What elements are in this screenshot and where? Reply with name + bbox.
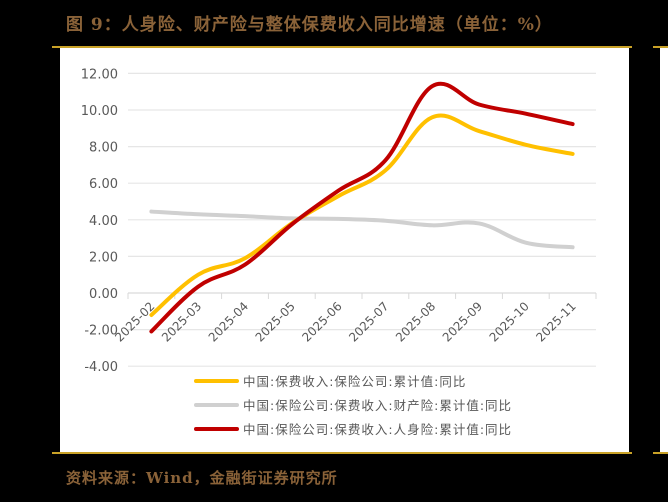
y-tick-label: 8.00 xyxy=(89,141,118,156)
y-tick-label: 10.00 xyxy=(81,104,118,119)
bottom-divider xyxy=(52,452,632,454)
top-divider-adjacent xyxy=(653,46,668,48)
series-lines xyxy=(149,81,575,334)
legend-label: 中国:保费收入:保险公司:累计值:同比 xyxy=(243,374,466,389)
y-tick-label: 2.00 xyxy=(89,250,118,265)
x-tick-label: 2025-05 xyxy=(253,299,298,344)
x-tick-label: 2025-07 xyxy=(346,299,391,344)
source-note: 资料来源：Wind，金融街证券研究所 xyxy=(66,469,338,487)
series-line xyxy=(149,113,575,317)
x-tick-label: 2025-09 xyxy=(440,299,485,344)
y-axis-labels: 12.00 10.00 8.00 6.00 4.00 2.00 0.00 -2.00 -4.00 xyxy=(81,67,118,375)
top-divider xyxy=(52,46,632,48)
y-tick-label: -4.00 xyxy=(84,360,118,375)
x-axis: 2025-02 2025-03 2025-04 2025-05 2025-06 2025-… xyxy=(112,292,597,345)
x-tick-label: 2025-10 xyxy=(487,299,532,344)
legend-label: 中国:保险公司:保费收入:财产险:累计值:同比 xyxy=(243,398,512,413)
chart-title: 图 9：人身险、财产险与整体保费收入同比增速（单位：%） xyxy=(66,15,553,35)
series-line xyxy=(149,209,575,250)
legend: 中国:保费收入:保险公司:累计值:同比中国:保险公司:保费收入:财产险:累计值:… xyxy=(194,374,512,437)
x-tick-label: 2025-06 xyxy=(299,299,344,344)
x-tick-label: 2025-04 xyxy=(206,299,251,344)
y-tick-label: 0.00 xyxy=(89,287,118,302)
legend-label: 中国:保险公司:保费收入:人身险:累计值:同比 xyxy=(243,422,512,437)
y-tick-label: 12.00 xyxy=(81,67,118,82)
x-tick-label: 2025-02 xyxy=(112,299,157,344)
y-tick-label: 6.00 xyxy=(89,177,118,192)
x-tick-label: 2025-08 xyxy=(393,299,438,344)
adjacent-chart-panel xyxy=(660,48,668,452)
bottom-divider-adjacent xyxy=(653,452,668,454)
series-line xyxy=(149,81,575,334)
x-tick-label: 2025-03 xyxy=(159,299,204,344)
x-tick-label: 2025-11 xyxy=(533,299,578,344)
y-tick-label: 4.00 xyxy=(89,214,118,229)
y-tick-label: -2.00 xyxy=(84,324,118,339)
